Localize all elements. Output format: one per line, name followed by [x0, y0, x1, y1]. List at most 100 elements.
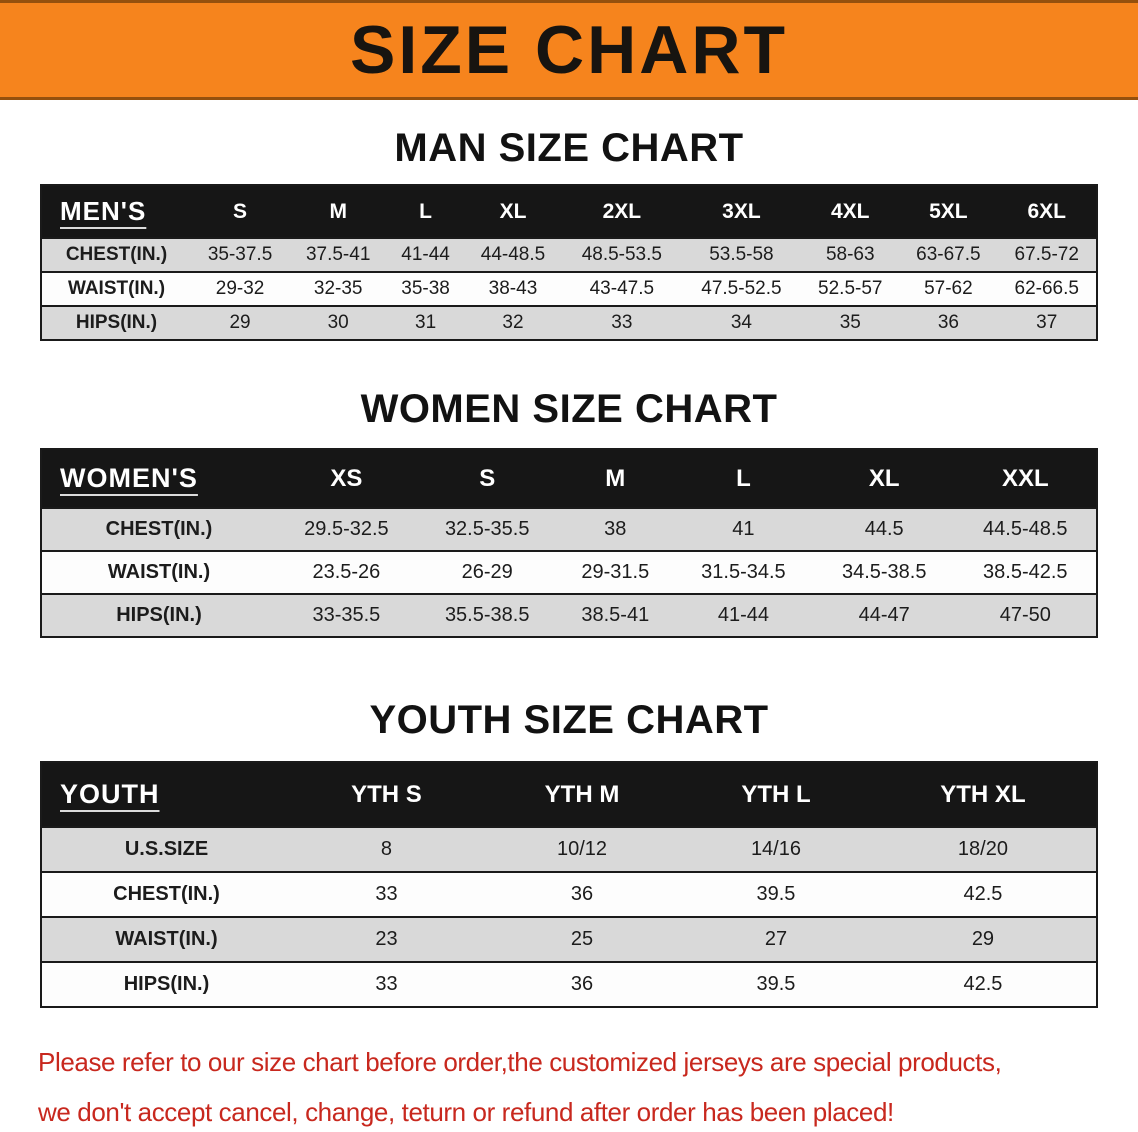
measurement-row: WAIST(IN.) 23.5-26 26-29 29-31.5 31.5-34.5 34…	[41, 551, 1097, 594]
men-size-table: MEN'S S M L XL 2XL 3XL 4XL 5XL 6XL CHEST(IN.) 35-37…	[40, 184, 1098, 341]
size-value-cell: 67.5-72	[1014, 244, 1079, 265]
row-label: WAIST(IN.)	[115, 928, 218, 950]
size-value-cell: 57-62	[924, 278, 973, 299]
table-corner-label: MEN'S	[41, 185, 191, 238]
size-value-cell: 42.5	[963, 973, 1003, 995]
size-column-header: YTH M	[481, 762, 683, 827]
size-value-cell: 34	[730, 312, 752, 333]
measurement-row: WAIST(IN.) 23 25 27 29	[41, 917, 1097, 962]
row-label: HIPS(IN.)	[123, 973, 210, 995]
size-value-cell: 30	[327, 312, 349, 333]
size-column-header: XXL	[954, 449, 1097, 508]
disclaimer-line-1: Please refer to our size chart before or…	[38, 1047, 1002, 1077]
youth-section-heading: YOUTH SIZE CHART	[369, 698, 769, 742]
size-value-cell: 32	[502, 312, 524, 333]
size-column-header: 4XL	[801, 185, 900, 238]
women-size-table: WOMEN'S XS S M L XL XXL CHEST(IN.) 29.5-32.5 32.5…	[40, 448, 1098, 638]
size-value-cell: 37.5-41	[305, 244, 371, 265]
size-value-cell: 47.5-52.5	[701, 278, 782, 299]
size-value-cell: 8	[380, 838, 393, 860]
youth-size-section: YOUTH SIZE CHART YOUTH YTH S YTH M YTH L YTH…	[0, 698, 1138, 1008]
size-value-cell: 35-38	[401, 278, 450, 299]
size-column-header: XS	[276, 449, 417, 508]
measurement-row: CHEST(IN.) 35-37.5 37.5-41 41-44 44-48.5 48.5…	[41, 238, 1097, 272]
size-column-header: 6XL	[997, 185, 1097, 238]
row-label: CHEST(IN.)	[65, 244, 168, 265]
size-value-cell: 63-67.5	[916, 244, 981, 265]
measurement-row: WAIST(IN.) 29-32 32-35 35-38 38-43 43-47.5 47.…	[41, 272, 1097, 306]
size-value-cell: 39.5	[756, 883, 796, 905]
men-section-heading: MAN SIZE CHART	[394, 126, 744, 170]
row-label: WAIST(IN.)	[107, 561, 211, 583]
size-column-header: XL	[463, 185, 563, 238]
size-value-cell: 10/12	[556, 838, 608, 860]
size-column-header: 3XL	[681, 185, 802, 238]
size-value-cell: 34.5-38.5	[841, 561, 927, 583]
size-value-cell: 31	[415, 312, 437, 333]
size-value-cell: 38	[604, 518, 627, 540]
size-value-cell: 29	[229, 312, 251, 333]
table-corner-label: WOMEN'S	[41, 449, 276, 508]
size-value-cell: 29-31.5	[581, 561, 650, 583]
measurement-row: HIPS(IN.) 33-35.5 35.5-38.5 38.5-41 41-44 44-…	[41, 594, 1097, 637]
size-charts: MAN SIZE CHART MEN'S S M L XL 2XL 3XL 4XL 5XL 6XL…	[0, 126, 1138, 1008]
size-value-cell: 47-50	[999, 604, 1051, 626]
size-value-cell: 36	[570, 883, 594, 905]
size-value-cell: 62-66.5	[1014, 278, 1079, 299]
size-value-cell: 44.5	[864, 518, 904, 540]
size-value-cell: 41-44	[717, 604, 769, 626]
men-size-section: MAN SIZE CHART MEN'S S M L XL 2XL 3XL 4XL 5XL 6XL…	[0, 126, 1138, 341]
size-value-cell: 58-63	[825, 244, 875, 265]
size-column-header: M	[557, 449, 674, 508]
size-table-header-row: MEN'S S M L XL 2XL 3XL 4XL 5XL 6XL	[41, 185, 1097, 238]
disclaimer-line-2: we don't accept cancel, change, teturn o…	[38, 1096, 894, 1127]
size-value-cell: 43-47.5	[589, 278, 655, 299]
size-value-cell: 29	[971, 928, 995, 950]
size-column-header: L	[387, 185, 464, 238]
size-value-cell: 33	[611, 312, 633, 333]
size-value-cell: 32.5-35.5	[444, 518, 530, 540]
size-value-cell: 44.5-48.5	[983, 518, 1068, 540]
size-value-cell: 33	[375, 973, 398, 995]
size-value-cell: 52.5-57	[818, 278, 883, 299]
size-column-header: YTH XL	[869, 762, 1097, 827]
size-value-cell: 23.5-26	[312, 561, 381, 583]
page-title: SIZE CHART	[350, 12, 788, 88]
size-column-header: M	[289, 185, 388, 238]
size-value-cell: 26-29	[461, 561, 513, 583]
size-value-cell: 38-43	[488, 278, 538, 299]
size-value-cell: 41	[732, 518, 755, 540]
size-column-header: S	[416, 449, 558, 508]
women-size-section: WOMEN SIZE CHART WOMEN'S XS S M L XL XXL CHEST(…	[0, 387, 1138, 638]
size-value-cell: 32-35	[313, 278, 363, 299]
size-column-header: YTH L	[682, 762, 870, 827]
measurement-row: CHEST(IN.) 33 36 39.5 42.5	[41, 872, 1097, 917]
row-label: CHEST(IN.)	[113, 883, 220, 905]
size-value-cell: 25	[570, 928, 594, 950]
size-value-cell: 36	[937, 312, 959, 333]
size-column-header: S	[191, 185, 290, 238]
row-label: HIPS(IN.)	[116, 604, 202, 626]
row-label: HIPS(IN.)	[75, 312, 158, 333]
size-value-cell: 31.5-34.5	[701, 561, 786, 583]
size-value-cell: 35	[839, 312, 861, 333]
size-column-header: L	[673, 449, 814, 508]
size-value-cell: 29.5-32.5	[304, 518, 389, 540]
measurement-row: U.S.SIZE 8 10/12 14/16 18/20	[41, 827, 1097, 872]
women-section-heading: WOMEN SIZE CHART	[360, 387, 778, 431]
size-value-cell: 42.5	[963, 883, 1003, 905]
size-column-header: 2XL	[562, 185, 682, 238]
size-value-cell: 33-35.5	[312, 604, 381, 626]
size-value-cell: 38.5-42.5	[983, 561, 1068, 583]
size-table-header-row: WOMEN'S XS S M L XL XXL	[41, 449, 1097, 508]
row-label: WAIST(IN.)	[67, 278, 166, 299]
size-value-cell: 35-37.5	[207, 244, 273, 265]
size-value-cell: 44-48.5	[480, 244, 546, 265]
size-column-header: XL	[813, 449, 955, 508]
youth-size-table: YOUTH YTH S YTH M YTH L YTH XL U.S.SIZE 8 10/12…	[40, 761, 1098, 1008]
table-corner-label: YOUTH	[41, 762, 291, 827]
banner: SIZE CHART	[0, 0, 1138, 100]
size-value-cell: 33	[375, 883, 398, 905]
size-value-cell: 37	[1036, 312, 1058, 333]
